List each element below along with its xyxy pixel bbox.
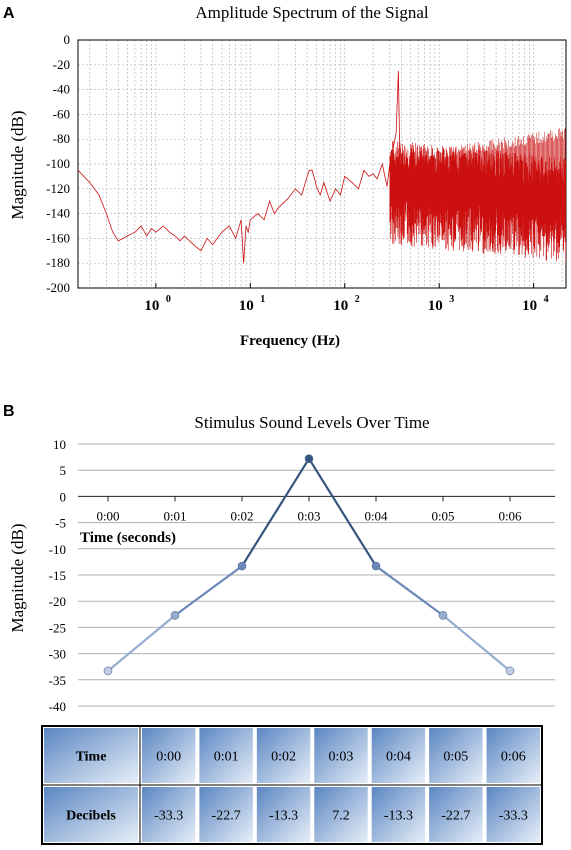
table-cell (371, 787, 426, 842)
levels-chart: 10 5 0 -5 -10 -15 -20 -25 -30 -35 -40 0:00 0:01 0:02 0… (49, 437, 555, 714)
table-cell (314, 728, 368, 783)
chart-a-title: Amplitude Spectrum of the Signal (195, 3, 429, 22)
panel-a-letter: A (3, 5, 15, 22)
y-tick-label: 10 (53, 437, 66, 452)
table-cell-value: 0:01 (214, 750, 239, 765)
table-cell-value: -13.3 (269, 809, 298, 824)
x-tick-exponent: 1 (260, 294, 265, 305)
data-table: Time 0:00 0:01 0:02 0:03 0:04 0:05 0:06 Decibels… (41, 725, 543, 845)
row-header-cell (44, 728, 138, 783)
y-tick-label: -10 (49, 542, 66, 557)
table-cell (371, 728, 426, 783)
table-cell (486, 787, 540, 842)
y-tick-label: -15 (49, 568, 66, 583)
y-tick-label: -100 (46, 156, 70, 171)
x-tick-exponent: 3 (449, 294, 454, 305)
table-cell (142, 728, 196, 783)
y-tick-label: 0 (64, 32, 71, 47)
table-cell-value: 0:03 (329, 750, 354, 765)
data-point (170, 611, 180, 620)
table-cell (199, 728, 253, 783)
x-tick-label: 0:06 (498, 508, 522, 523)
x-tick-label: 0:00 (96, 508, 119, 523)
y-tick-label: -200 (46, 280, 70, 295)
chart-a-xlabel: Frequency (Hz) (240, 333, 340, 349)
y-tick-label: -25 (49, 620, 66, 635)
chart-b-xlabel: Time (seconds) (80, 530, 176, 546)
table-cell-value: -33.3 (499, 809, 528, 824)
data-point (304, 454, 314, 463)
x-tick-exponent: 2 (355, 294, 360, 305)
data-point (371, 561, 381, 571)
table-cell-value: 0:00 (156, 750, 181, 765)
chart-b-title: Stimulus Sound Levels Over Time (194, 413, 429, 432)
series-segment (241, 458, 310, 567)
x-tick-label: 0:05 (431, 508, 454, 523)
y-tick-label: -60 (53, 106, 70, 121)
series-segment (442, 614, 511, 672)
table-cell-value: -33.3 (154, 809, 183, 824)
table-cell (256, 787, 311, 842)
y-tick-label: -160 (46, 230, 70, 245)
data-point (438, 611, 448, 620)
x-tick-exponent: 0 (166, 294, 171, 305)
panel-b-letter: B (3, 403, 15, 420)
x-tick-label: 10 (144, 298, 159, 314)
table-cell-value: 0:05 (443, 750, 468, 765)
y-tick-label: -40 (53, 82, 70, 97)
y-tick-label: -35 (49, 673, 66, 688)
x-tick-label: 0:02 (230, 508, 253, 523)
y-tick-label: -120 (46, 181, 70, 196)
series-segment (107, 614, 176, 672)
table-cell-value: -13.3 (384, 809, 413, 824)
table-cell-value: 0:06 (501, 750, 526, 765)
x-tick-label: 10 (522, 298, 537, 314)
x-tick-exponent: 4 (544, 294, 549, 305)
row-header-label: Decibels (66, 809, 116, 824)
table-cell-value: 0:02 (271, 750, 296, 765)
y-tick-label: -40 (49, 699, 66, 714)
x-tick-label: 0:01 (163, 508, 186, 523)
table-cell (429, 787, 483, 842)
table-cell-value: -22.7 (212, 809, 241, 824)
series-segment (375, 565, 444, 617)
series-segment (308, 458, 377, 567)
data-point (103, 666, 113, 676)
table-cell-value: 7.2 (332, 809, 350, 824)
row-header-label: Time (76, 750, 107, 765)
x-tick-label: 10 (428, 298, 443, 314)
series-segment (174, 565, 243, 617)
table-cell-value: -22.7 (441, 809, 470, 824)
y-tick-label: -80 (53, 131, 70, 146)
chart-b-ylabel: Magnitude (dB) (8, 523, 27, 632)
table-cell (486, 728, 540, 783)
y-tick-label: -20 (53, 57, 70, 72)
chart-a-ylabel: Magnitude (dB) (8, 110, 27, 219)
data-point (505, 666, 515, 676)
x-tick-label: 0:03 (297, 508, 320, 523)
x-tick-label: 10 (333, 298, 348, 314)
x-tick-label: 10 (239, 298, 254, 314)
y-tick-label: -30 (49, 647, 66, 662)
x-tick-label: 0:04 (364, 508, 388, 523)
y-tick-label: 5 (60, 463, 67, 478)
y-tick-label: -180 (46, 255, 70, 270)
spectrum-chart: 0 -20 -40 -60 -80 -100 -120 -140 -160 -180 -200 10 0… (46, 32, 567, 314)
table-cell (199, 787, 253, 842)
table-cell-value: 0:04 (386, 750, 411, 765)
y-tick-label: -140 (46, 206, 70, 221)
y-tick-label: 0 (60, 489, 67, 504)
table-cell (142, 787, 196, 842)
table-cell (429, 728, 483, 783)
data-point (237, 561, 247, 571)
table-cell (314, 787, 368, 842)
y-tick-label: -20 (49, 594, 66, 609)
row-header-cell (44, 787, 138, 842)
table-cell (256, 728, 311, 783)
y-tick-label: -5 (55, 516, 66, 531)
